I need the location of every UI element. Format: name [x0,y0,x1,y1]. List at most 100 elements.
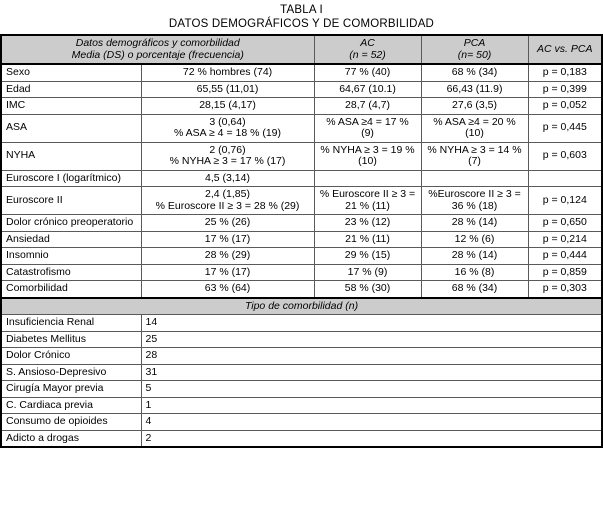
table-title: DATOS DEMOGRÁFICOS Y DE COMORBILIDAD [168,18,435,30]
header-ac-line1: AC [360,37,375,49]
row-pca-value: 68 % (34) [420,280,529,298]
comorbidity-section-header-row: Tipo de comorbilidad (n) [1,296,603,315]
row-label: ASA [1,113,142,143]
comorbidity-label: S. Ansioso-Depresivo [1,363,142,381]
row-label: Euroscore I (logarítmico) [1,169,142,187]
row-pca-value: %Euroscore II ≥ 3 = 36 % (18) [420,186,529,215]
comorbidity-count: 31 [140,363,603,381]
row-ac-value: % Euroscore II ≥ 3 = 21 % (11) [313,186,422,215]
row-total-value: 63 % (64) [140,280,315,298]
row-ac-value [313,169,422,187]
row-ac-value: 29 % (15) [313,247,422,265]
table-row: Euroscore II 2,4 (1,85)% Euroscore II ≥ 3… [1,186,603,215]
header-cell-pca: PCA (n= 50) [420,35,529,65]
row-pvalue [527,169,603,187]
row-ac-value: 64,67 (10.1) [313,80,422,98]
row-label: Sexo [1,63,142,82]
row-label: Insomnio [1,247,142,265]
comorbidity-count: 14 [140,314,603,332]
row-pca-value: 28 % (14) [420,214,529,232]
header-ac-line2: (n = 52) [349,48,386,61]
row-total-value: 65,55 (11,01) [140,80,315,98]
row-pca-value [420,169,529,187]
comorbidity-row: Cirugía Mayor previa 5 [1,380,603,398]
row-pvalue: p = 0,650 [527,214,603,232]
row-pca-value: 66,43 (11.9) [420,80,529,98]
table-row: Edad 65,55 (11,01) 64,67 (10.1) 66,43 (11.9… [1,80,603,98]
comorbidity-label: C. Cardiaca previa [1,396,142,414]
row-pca-value: 68 % (34) [420,63,529,82]
comorbidity-row: C. Cardiaca previa 1 [1,396,603,414]
row-total-value: 25 % (26) [140,214,315,232]
comorbidity-row: S. Ansioso-Depresivo 31 [1,363,603,381]
row-ac-value: % NYHA ≥ 3 = 19 % (10) [313,141,422,171]
comorbidity-label: Diabetes Mellitus [1,330,142,348]
comorbidity-row: Diabetes Mellitus 25 [1,330,603,348]
row-ac-value: 21 % (11) [313,230,422,248]
row-ac-value: 58 % (30) [313,280,422,298]
row-total-value: 2 (0,76)% NYHA ≥ 3 = 17 % (17) [140,141,315,171]
comorbidity-row: Adicto a drogas 2 [1,429,603,448]
table-row: Insomnio 28 % (29) 29 % (15) 28 % (14) p = 0… [1,247,603,265]
table-caption: TABLA I DATOS DEMOGRÁFICOS Y DE COMORBIL… [0,0,603,31]
row-pca-value: % NYHA ≥ 3 = 14 % (7) [420,141,529,171]
row-total-value: 28,15 (4,17) [140,97,315,115]
row-label: Catastrofismo [1,263,142,281]
comorbidity-label: Insuficiencia Renal [1,314,142,332]
row-label: Comorbilidad [1,280,142,298]
demographics-table: Datos demográficos y comorbilidad Media … [0,34,603,448]
row-total-value: 3 (0,64)% ASA ≥ 4 = 18 % (19) [140,113,315,143]
row-pvalue: p = 0,303 [527,280,603,298]
row-total-value: 72 % hombres (74) [140,63,315,82]
row-pvalue: p = 0,859 [527,263,603,281]
row-label: Ansiedad [1,230,142,248]
row-total-value: 17 % (17) [140,263,315,281]
header-variable-line2: Media (DS) o porcentaje (frecuencia) [71,48,244,61]
row-pca-value: 27,6 (3,5) [420,97,529,115]
row-ac-value: 28,7 (4,7) [313,97,422,115]
table-row: Comorbilidad 63 % (64) 58 % (30) 68 % (34) p… [1,280,603,298]
row-ac-value: 77 % (40) [313,63,422,82]
row-total-value: 28 % (29) [140,247,315,265]
row-pvalue: p = 0,124 [527,186,603,215]
header-pca-line2: (n= 50) [457,48,492,61]
row-pvalue: p = 0,183 [527,63,603,82]
row-pca-value: % ASA ≥4 = 20 % (10) [420,113,529,143]
row-label: NYHA [1,141,142,171]
comorbidity-count: 1 [140,396,603,414]
header-pca-line1: PCA [463,37,486,49]
table-row: Euroscore I (logarítmico) 4,5 (3,14) [1,169,603,187]
row-pvalue: p = 0,052 [527,97,603,115]
table-row: Sexo 72 % hombres (74) 77 % (40) 68 % (34) p… [1,63,603,82]
row-total-value: 17 % (17) [140,230,315,248]
table-number: TABLA I [280,4,323,16]
row-label: Dolor crónico preoperatorio [1,214,142,232]
row-pvalue: p = 0,445 [527,113,603,143]
comorbidity-row: Consumo de opioides 4 [1,413,603,431]
row-ac-value: % ASA ≥4 = 17 % (9) [313,113,422,143]
row-pvalue: p = 0,399 [527,80,603,98]
row-pvalue: p = 0,214 [527,230,603,248]
comorbidity-label: Consumo de opioides [1,413,142,431]
row-label: Edad [1,80,142,98]
row-pca-value: 28 % (14) [420,247,529,265]
row-pvalue: p = 0,603 [527,141,603,171]
comorbidity-count: 5 [140,380,603,398]
table-row: Catastrofismo 17 % (17) 17 % (9) 16 % (8) p … [1,263,603,281]
row-total-value: 4,5 (3,14) [140,169,315,187]
comorbidity-count: 25 [140,330,603,348]
row-total-value: 2,4 (1,85)% Euroscore II ≥ 3 = 28 % (29) [140,186,315,215]
row-pvalue: p = 0,444 [527,247,603,265]
row-ac-value: 17 % (9) [313,263,422,281]
table-row: NYHA 2 (0,76)% NYHA ≥ 3 = 17 % (17)% NYHA… [1,141,603,171]
row-pca-value: 12 % (6) [420,230,529,248]
comorbidity-count: 2 [140,429,603,448]
row-label: IMC [1,97,142,115]
table-header-row: Datos demográficos y comorbilidad Media … [1,35,603,65]
comorbidity-row: Dolor Crónico 28 [1,347,603,365]
table-row: ASA 3 (0,64)% ASA ≥ 4 = 18 % (19)% ASA ≥4… [1,113,603,143]
row-label: Euroscore II [1,186,142,215]
row-ac-value: 23 % (12) [313,214,422,232]
header-cell-comparison: AC vs. PCA [527,35,603,65]
